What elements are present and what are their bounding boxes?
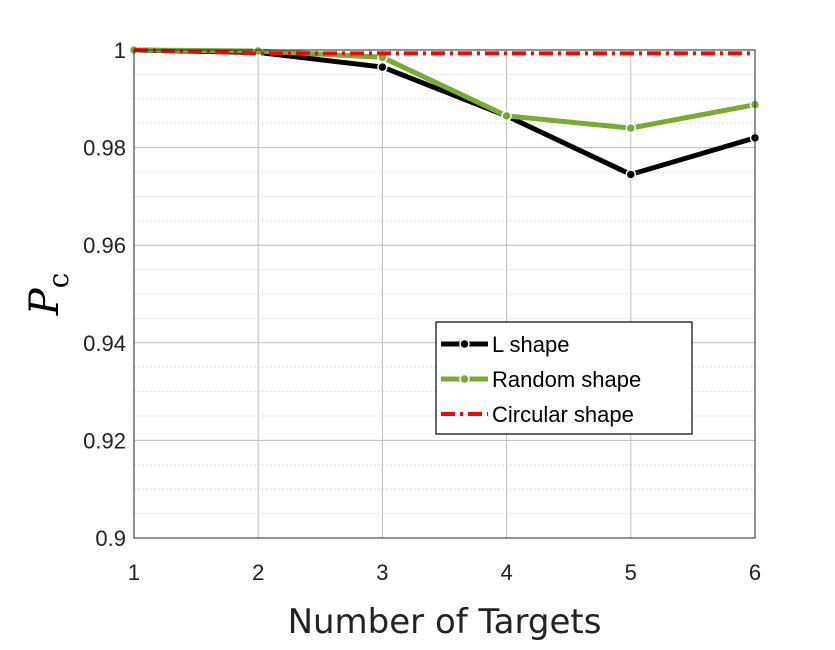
plot-frame xyxy=(133,49,756,539)
legend-marker xyxy=(459,373,470,385)
legend-marker xyxy=(459,338,470,350)
y-tick-label: 0.96 xyxy=(83,233,126,258)
legend-entry: Circular shape xyxy=(441,402,634,427)
x-axis-label: Number of Targets xyxy=(288,602,602,642)
series-layer xyxy=(128,44,761,180)
data-point xyxy=(377,61,388,73)
legend-entry: Random shape xyxy=(441,367,641,392)
svg-text:Pc: Pc xyxy=(22,273,75,317)
x-tick-label: 5 xyxy=(625,560,637,585)
x-tick-label: 1 xyxy=(128,560,140,585)
y-tick-label: 0.94 xyxy=(83,331,126,356)
data-point xyxy=(501,110,512,122)
y-axis-label-main: P xyxy=(22,287,68,316)
series-line xyxy=(133,48,755,56)
x-tick-label: 3 xyxy=(376,560,388,585)
y-tick-label: 0.92 xyxy=(83,428,126,453)
x-tick-labels: 1 2 3 4 5 6 xyxy=(128,560,761,585)
series-circular-shape xyxy=(133,48,755,56)
y-axis-label-subscript: c xyxy=(42,273,75,289)
legend-label: Random shape xyxy=(492,367,641,392)
series-line xyxy=(133,47,756,131)
legend-label: L shape xyxy=(492,332,569,357)
legend-label: Circular shape xyxy=(492,402,634,427)
x-tick-label: 2 xyxy=(252,560,264,585)
y-tick-labels: 0.9 0.92 0.94 0.96 0.98 1 xyxy=(83,38,126,551)
y-tick-label: 1 xyxy=(114,38,126,63)
x-tick-label: 6 xyxy=(749,560,761,585)
legend: L shape Random shape Circular shape xyxy=(435,321,693,435)
legend-entry: L shape xyxy=(441,332,569,357)
x-tick-label: 4 xyxy=(500,560,512,585)
y-tick-label: 0.9 xyxy=(95,526,126,551)
data-point xyxy=(625,169,637,180)
y-axis-label: Pc xyxy=(22,273,75,317)
data-point xyxy=(625,122,637,134)
y-tick-label: 0.98 xyxy=(83,136,126,161)
